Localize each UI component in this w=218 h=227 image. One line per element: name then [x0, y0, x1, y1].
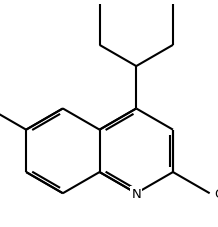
Text: CH₃: CH₃	[214, 187, 218, 200]
Text: N: N	[131, 187, 141, 200]
